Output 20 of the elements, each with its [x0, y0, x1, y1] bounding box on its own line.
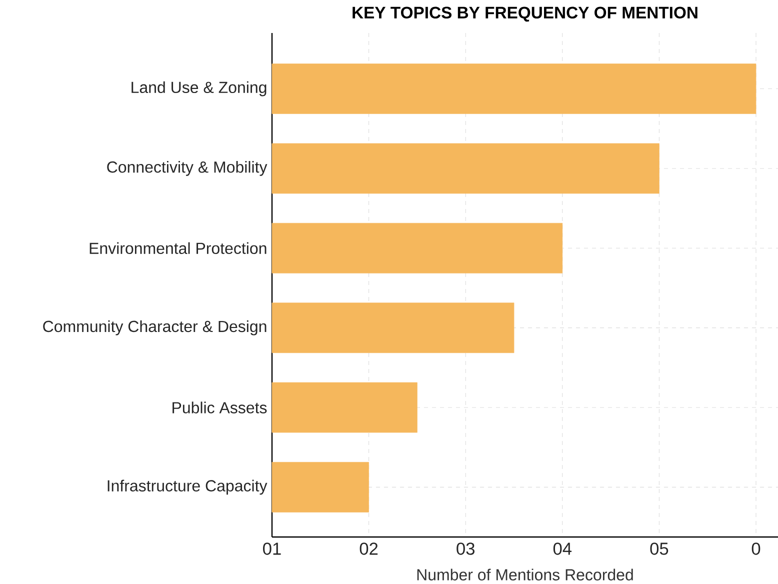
bar: [272, 143, 660, 194]
text: 01: [263, 542, 281, 555]
chart-title: KEY TOPICS BY FREQUENCY OF MENTION: [352, 6, 698, 22]
bar: [272, 222, 563, 274]
bar: [272, 64, 756, 114]
y-tick-label: Environmental Protection: [90, 242, 266, 254]
text: 03: [456, 542, 474, 555]
text: 0: [752, 542, 760, 555]
text: 04: [553, 542, 572, 555]
bar: [272, 462, 369, 512]
text: 05: [650, 542, 668, 555]
x-axis-title: Number of Mentions Recorded: [417, 568, 633, 580]
y-tick-label: Connectivity & Mobility: [107, 161, 268, 176]
y-tick-label: Community Character & Design: [43, 320, 266, 336]
text: 02: [360, 542, 378, 555]
bar: [272, 382, 418, 433]
y-tick-label: Public Assets: [172, 402, 267, 414]
y-tick-label: Infrastructure Capacity: [108, 480, 268, 495]
y-tick-label: Land Use & Zoning: [132, 81, 266, 96]
bar: [272, 302, 514, 354]
